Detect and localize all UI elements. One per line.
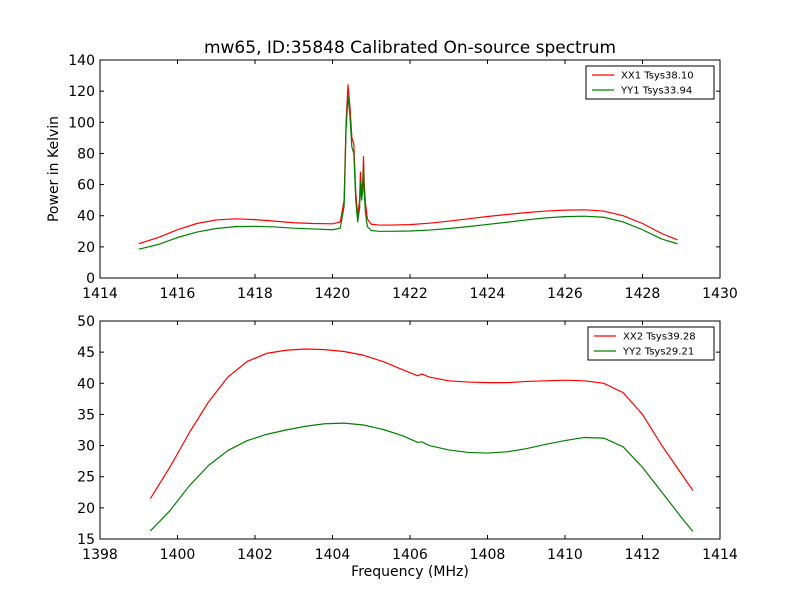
x-tick-label: 1418 [237,286,273,302]
chart-panel-bottom: 1398 1400 1402 1404 1406 1408 1410 1412 1414 15 20… [77,314,738,580]
x-tick-label: 1426 [547,286,583,302]
y-tick-label: 100 [68,115,95,131]
x-tick-label: 1424 [470,286,506,302]
legend: XX1 Tsys38.10 YY1 Tsys33.94 [585,65,715,100]
y-tick-label: 20 [77,240,95,256]
legend: XX2 Tsys39.28 YY2 Tsys29.21 [587,326,715,361]
y-tick-label: 30 [77,439,95,455]
x-tick-label: 1410 [547,547,583,563]
y-tick-label: 0 [86,271,95,287]
x-tick-label: 1422 [392,286,428,302]
x-tick-label: 1414 [82,286,118,302]
x-tick-label: 1414 [702,547,738,563]
series-line-red [138,84,678,245]
series-line-green [138,95,678,250]
x-tick-label: 1404 [315,547,351,563]
legend-label: YY1 Tsys33.94 [620,86,692,97]
legend-box [585,65,715,100]
x-tick-label: 1408 [470,547,506,563]
chart-panel-top: 1414 1416 1418 1420 1422 1424 1426 1428 1430 0 20 4… [46,53,738,302]
y-tick-label: 25 [77,470,95,486]
series-line-red [149,348,694,499]
x-tick-label: 1412 [625,547,661,563]
y-tick-label: 60 [77,178,95,194]
legend-box [587,326,715,361]
x-tick-label: 1420 [315,286,351,302]
x-axis-label: Frequency (MHz) [351,564,469,580]
legend-label: XX1 Tsys38.10 [621,71,694,82]
x-tick-label: 1430 [702,286,738,302]
y-tick-label: 40 [77,209,95,225]
y-axis-label: Power in Kelvin [46,116,62,222]
x-tick-label: 1406 [392,547,428,563]
series-line-green [149,422,694,532]
x-tick-label: 1428 [625,286,661,302]
y-tick-label: 80 [77,146,95,162]
y-tick-label: 40 [77,376,95,392]
y-tick-label: 50 [77,314,95,330]
y-tick-label: 140 [68,53,95,69]
x-tick-label: 1402 [237,547,273,563]
figure-title: mw65, ID:35848 Calibrated On-source spec… [204,38,616,58]
y-tick-label: 35 [77,407,95,423]
x-tick-label: 1416 [160,286,196,302]
y-tick-label: 20 [77,501,95,517]
x-tick-label: 1400 [160,547,196,563]
legend-label: YY2 Tsys29.21 [622,347,694,358]
y-tick-label: 15 [77,532,95,548]
y-tick-label: 120 [68,84,95,100]
x-tick-label: 1398 [82,547,118,563]
y-tick-label: 45 [77,345,95,361]
legend-label: XX2 Tsys39.28 [623,332,696,343]
